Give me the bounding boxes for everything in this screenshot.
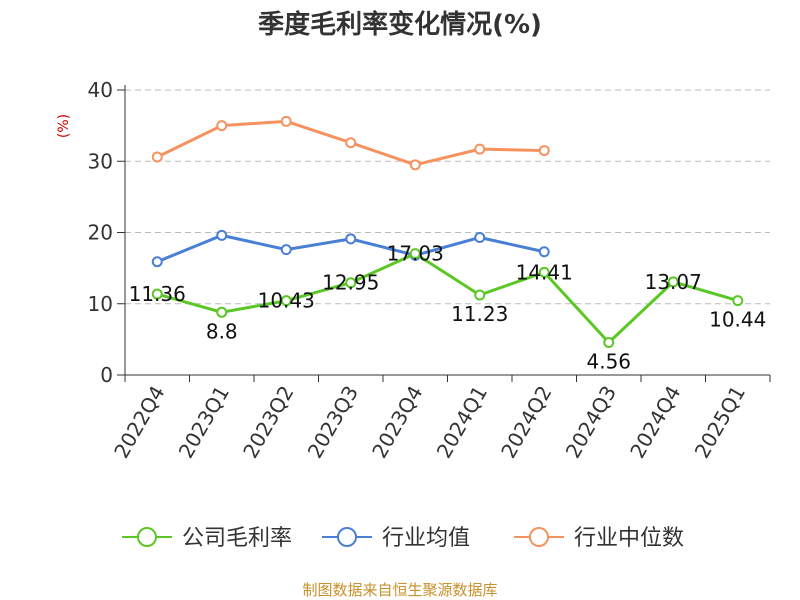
legend-label: 行业均值 <box>382 526 470 551</box>
series-point <box>280 244 292 256</box>
data-label: 11.36 <box>129 282 186 306</box>
series-point <box>345 233 357 245</box>
series-point <box>474 289 486 301</box>
grid <box>125 89 770 305</box>
legend-swatch-marker <box>137 527 157 547</box>
x-tick-label: 2023Q3 <box>303 382 363 463</box>
x-tick-label: 2023Q1 <box>174 382 234 463</box>
series-point <box>216 229 228 241</box>
data-label: 14.41 <box>516 260 573 284</box>
legend-swatch-marker <box>337 527 357 547</box>
legend-swatch-marker <box>529 527 549 547</box>
y-tick-label: 20 <box>88 221 113 245</box>
x-tick-label: 2022Q4 <box>109 382 169 463</box>
series-point <box>151 151 163 163</box>
data-label: 13.07 <box>645 270 702 294</box>
series-point <box>538 266 550 278</box>
data-label: 11.23 <box>451 302 508 326</box>
source-note: 制图数据来自恒生聚源数据库 <box>302 581 497 599</box>
series-point <box>732 295 744 307</box>
y-tick-label: 0 <box>100 363 113 387</box>
series-point <box>538 145 550 157</box>
series-point <box>216 120 228 132</box>
series-point <box>151 288 163 300</box>
y-tick-label: 30 <box>88 149 113 173</box>
series-point <box>280 115 292 127</box>
legend: 公司毛利率 行业均值 行业中位数 <box>122 526 684 551</box>
data-label: 4.56 <box>586 350 631 374</box>
series-point <box>474 143 486 155</box>
y-axis-unit: (%) <box>56 114 72 138</box>
data-label: 10.43 <box>258 289 315 313</box>
series-point <box>474 231 486 243</box>
series-point <box>667 276 679 288</box>
x-tick-label: 2025Q1 <box>690 382 750 463</box>
y-tick-label: 40 <box>88 78 113 102</box>
series-point <box>151 256 163 268</box>
series-point <box>409 248 421 260</box>
chart-title: 季度毛利率变化情况(%) <box>258 9 542 40</box>
x-tick-label: 2023Q2 <box>238 382 298 463</box>
series-point <box>280 295 292 307</box>
series-point <box>538 246 550 258</box>
data-label: 10.44 <box>709 308 766 332</box>
x-tick-label: 2023Q4 <box>367 382 427 463</box>
series-point <box>345 137 357 149</box>
data-label: 17.03 <box>387 242 444 266</box>
x-tick-label: 2024Q4 <box>625 382 685 463</box>
legend-label: 公司毛利率 <box>182 526 292 551</box>
series-point <box>603 337 615 349</box>
series-point <box>409 159 421 171</box>
data-label: 8.8 <box>206 319 238 343</box>
plot-area <box>151 115 744 349</box>
x-tick-label: 2024Q1 <box>432 382 492 463</box>
x-tick-label: 2024Q3 <box>561 382 621 463</box>
data-labels: 11.36 8.8 10.43 12.95 17.03 11.23 14.41 4.56 13.… <box>129 242 767 374</box>
series-point <box>345 277 357 289</box>
x-tick-label: 2024Q2 <box>496 382 556 463</box>
series-point <box>216 306 228 318</box>
data-label: 12.95 <box>322 271 379 295</box>
legend-label: 行业中位数 <box>574 526 684 551</box>
y-tick-label: 10 <box>88 292 113 316</box>
series-line <box>156 252 739 345</box>
